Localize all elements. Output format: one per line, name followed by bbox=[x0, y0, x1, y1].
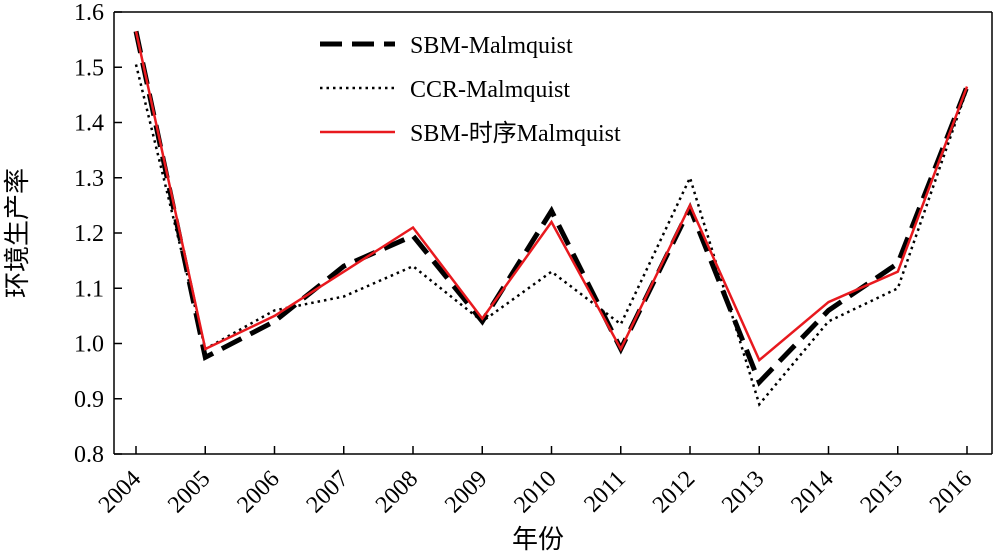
x-tick-label: 2005 bbox=[163, 466, 215, 518]
y-tick-label: 1.6 bbox=[74, 0, 104, 26]
x-axis-title: 年份 bbox=[512, 525, 564, 555]
y-axis-title: 环境生产率 bbox=[3, 168, 33, 298]
series-group bbox=[133, 30, 970, 407]
x-tick-label: 2010 bbox=[509, 466, 561, 518]
series-line-ccr-malmquist bbox=[134, 64, 969, 407]
y-tick-label: 1.0 bbox=[74, 332, 104, 358]
y-tick-label: 1.3 bbox=[74, 166, 104, 192]
legend-label: CCR-Malmquist bbox=[410, 77, 570, 103]
x-tick-label: 2015 bbox=[856, 466, 908, 518]
y-tick-label: 1.5 bbox=[74, 55, 104, 81]
legend-label: SBM-Malmquist bbox=[410, 33, 573, 59]
y-tick-label: 1.4 bbox=[74, 111, 104, 137]
x-tick-label: 2009 bbox=[440, 466, 492, 518]
x-tick-label: 2012 bbox=[648, 466, 700, 518]
y-tick-label: 1.2 bbox=[74, 221, 104, 247]
axes: 0.8 0.9 1.0 1.1 1.2 1.3 1.4 1.5 1.6 2004 2005 2006 2… bbox=[74, 0, 993, 518]
x-tick-label: 2004 bbox=[94, 466, 146, 518]
x-tick-label: 2011 bbox=[579, 466, 631, 518]
series-line-sbm-malmquist bbox=[133, 30, 970, 387]
x-tick-label: 2007 bbox=[302, 466, 354, 518]
x-tick-label: 2014 bbox=[786, 466, 838, 518]
x-tick-label: 2016 bbox=[925, 466, 977, 518]
x-tick-label: 2006 bbox=[232, 466, 284, 518]
legend: SBM-Malmquist CCR-Malmquist SBM-时序Malmquis… bbox=[320, 33, 621, 147]
y-tick-label: 0.8 bbox=[74, 442, 104, 468]
y-tick-label: 1.1 bbox=[74, 276, 104, 302]
y-tick-label: 0.9 bbox=[74, 387, 104, 413]
x-tick-label: 2008 bbox=[371, 466, 423, 518]
series-line-sbm-malmquisttemporal bbox=[134, 31, 969, 363]
x-tick-label: 2013 bbox=[717, 466, 769, 518]
legend-label: SBM-时序Malmquist bbox=[410, 120, 621, 147]
